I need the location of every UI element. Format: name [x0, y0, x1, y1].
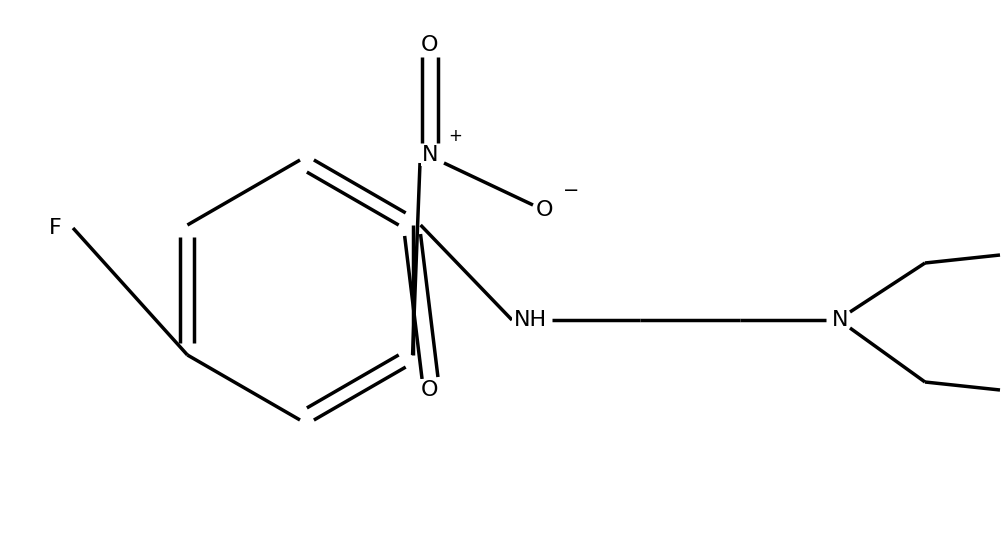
Text: O: O	[421, 35, 438, 55]
Text: N: N	[830, 310, 848, 330]
Text: N: N	[421, 145, 438, 165]
Text: O: O	[536, 200, 554, 220]
Text: O: O	[421, 380, 438, 400]
Text: +: +	[447, 127, 461, 145]
Text: −: −	[563, 181, 579, 200]
Text: NH: NH	[513, 310, 546, 330]
Text: F: F	[48, 218, 61, 238]
